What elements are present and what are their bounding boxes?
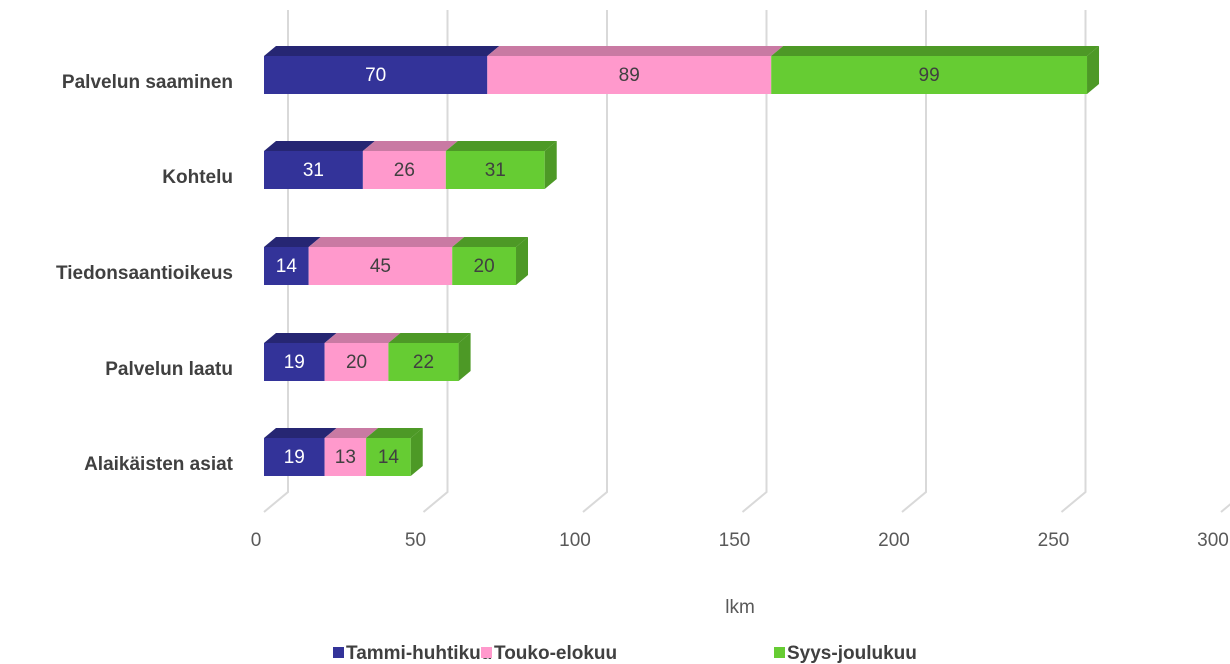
value-label: 45: [370, 256, 391, 277]
bar: [445, 151, 545, 189]
bar: [264, 151, 363, 189]
x-tick-label: 250: [1038, 530, 1070, 551]
bar-side: [544, 141, 557, 189]
bar: [388, 343, 459, 381]
x-tick-label: 150: [719, 530, 751, 551]
grid-line: [741, 10, 768, 513]
category-label: Palvelun saaminen: [62, 72, 233, 93]
bar-top: [362, 141, 458, 151]
bar-top: [264, 46, 500, 56]
value-label: 70: [365, 65, 386, 86]
bar: [308, 247, 453, 285]
bar: [452, 247, 517, 285]
bar: [264, 247, 309, 285]
bar-top: [324, 333, 401, 343]
bar-top: [324, 428, 379, 438]
value-label: 20: [474, 256, 495, 277]
bar-top: [452, 237, 529, 247]
bar-top: [308, 237, 465, 247]
value-label: 31: [303, 160, 324, 181]
category-label: Tiedonsaantioikeus: [56, 263, 233, 284]
value-label: 89: [619, 65, 640, 86]
bar-top: [487, 46, 784, 56]
category-label: Kohtelu: [162, 167, 233, 188]
bar-top: [264, 141, 375, 151]
bar: [264, 56, 488, 94]
legend-label: Tammi-huhtikuu: [346, 643, 492, 664]
bar-top: [366, 428, 423, 438]
value-label: 14: [378, 447, 400, 468]
bar-top: [264, 428, 337, 438]
value-label: 99: [919, 65, 940, 86]
bar-top: [264, 333, 337, 343]
legend-swatch: [333, 647, 344, 658]
legend-label: Touko-elokuu: [494, 643, 617, 664]
legend-swatch: [774, 647, 785, 658]
x-tick-label: 200: [878, 530, 910, 551]
bar-side: [1087, 46, 1100, 94]
bar: [324, 438, 367, 476]
bar-top: [771, 46, 1100, 56]
bar-side: [410, 428, 423, 476]
category-label: Palvelun laatu: [105, 359, 233, 380]
bar-top: [264, 237, 321, 247]
x-tick-label: 0: [251, 530, 262, 551]
bar: [366, 438, 411, 476]
value-label: 22: [413, 352, 434, 373]
bar: [264, 343, 325, 381]
grid-line: [1060, 10, 1087, 513]
bar-side: [516, 237, 529, 285]
category-label: Alaikäisten asiat: [84, 454, 234, 475]
x-tick-label: 50: [405, 530, 426, 551]
bar: [362, 151, 446, 189]
bar: [264, 438, 325, 476]
grid-line: [901, 10, 927, 513]
x-axis-label: lkm: [725, 597, 755, 618]
legend-swatch: [481, 647, 492, 658]
x-tick-label: 300: [1197, 530, 1229, 551]
bar: [324, 343, 389, 381]
value-label: 26: [394, 160, 415, 181]
value-label: 19: [284, 352, 305, 373]
bar-side: [458, 333, 471, 381]
bar: [771, 56, 1088, 94]
value-label: 13: [335, 447, 356, 468]
value-label: 20: [346, 352, 367, 373]
grid-line: [582, 10, 608, 513]
x-tick-label: 100: [559, 530, 591, 551]
legend-label: Syys-joulukuu: [787, 643, 917, 664]
value-label: 14: [276, 256, 298, 277]
value-label: 31: [485, 160, 506, 181]
value-label: 19: [284, 447, 305, 468]
grid-line: [1220, 503, 1230, 513]
bar-top: [388, 333, 471, 343]
bar: [487, 56, 772, 94]
bar-top: [445, 141, 557, 151]
